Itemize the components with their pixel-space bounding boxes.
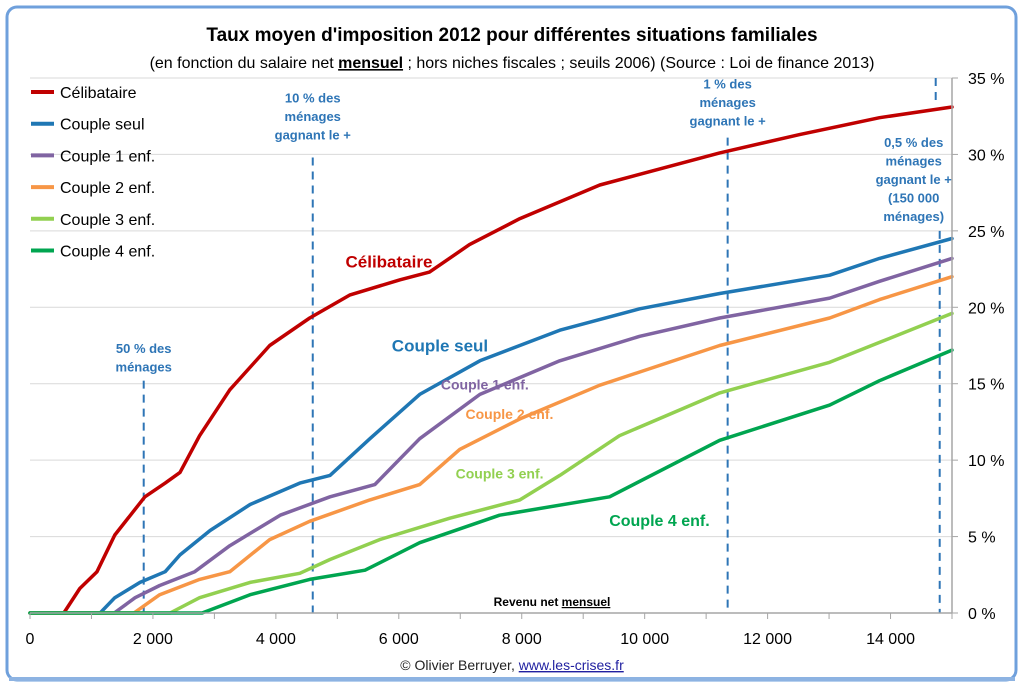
x-tick-label: 4 000 [256,631,296,648]
series-inline-label: Célibataire [345,252,432,271]
x-tick-label: 10 000 [620,631,669,648]
series-inline-label: Couple 1 enf. [441,377,529,393]
footer-credit: © Olivier Berruyer, www.les-crises.fr [400,657,624,673]
x-tick-label: 8 000 [502,631,542,648]
y-tick-label: 10 % [968,453,1004,470]
x-tick-label: 14 000 [866,631,915,648]
y-tick-label: 35 % [968,71,1004,88]
threshold-annotation-text: 1 % des [703,77,751,92]
legend-label: Couple seul [60,117,145,134]
series-inline-label: Couple 4 enf. [609,513,709,530]
legend-label: Couple 3 enf. [60,212,155,229]
threshold-annotation-text: 10 % des [285,90,341,105]
threshold-annotation-text: ménages [116,360,172,375]
threshold-annotation-text: ménages [699,95,755,110]
y-tick-label: 25 % [968,224,1004,241]
gridlines [30,77,952,538]
chart-subtitle: (en fonction du salaire net mensuel ; ho… [150,55,875,72]
y-tick-label: 20 % [968,300,1004,317]
legend-label: Couple 1 enf. [60,148,155,165]
threshold-annotation-text: gagnant le + [876,172,953,187]
series-line-5 [28,348,954,615]
threshold-annotation-text: gagnant le + [275,127,352,142]
legend-label: Couple 4 enf. [60,244,155,261]
y-tick-label: 5 % [968,530,996,547]
threshold-annotation-text: ménages [285,109,341,124]
footer-link[interactable]: www.les-crises.fr [518,657,624,673]
threshold-annotation-text: gagnant le + [690,114,767,129]
chart-title: Taux moyen d'imposition 2012 pour différ… [206,25,817,46]
chart-frame-shadow [9,677,1015,681]
x-tick-label: 2 000 [133,631,173,648]
y-tick-label: 30 % [968,147,1004,164]
y-tick-label: 15 % [968,377,1004,394]
x-tick-label: 12 000 [743,631,792,648]
series-line-3 [28,274,954,615]
series-inline-label: Couple 3 enf. [456,465,544,481]
legend-label: Célibataire [60,85,137,102]
x-tick-label: 0 [26,631,35,648]
threshold-annotation-text: ménages) [883,209,944,224]
threshold-annotation-text: 0,5 % des [884,135,943,150]
x-axis-label: Revenu net mensuel [494,595,611,609]
series-line-2 [28,256,954,615]
legend-label: Couple 2 enf. [60,180,155,197]
x-tick-label: 6 000 [379,631,419,648]
series-line-0 [28,105,954,615]
series-inline-label: Couple seul [392,337,488,356]
series-inline-label: Couple 2 enf. [465,406,553,422]
y-tick-label: 0 % [968,606,996,623]
threshold-annotation-text: ménages [886,153,942,168]
series-line-4 [28,311,954,615]
threshold-annotation-text: (150 000 [888,190,939,205]
series-line-1 [28,236,954,615]
threshold-annotation-text: 50 % des [116,341,172,356]
series-lines: Célibataire Couple seul Couple 1 enf. Coupl… [28,105,954,615]
legend: Célibataire Couple seul Couple 1 enf. Coupl… [31,85,155,261]
axes: 0 % 5 % 10 % 15 % 20 % 25 % 30 % 35 % 0 2 000 4 00… [26,71,1005,648]
